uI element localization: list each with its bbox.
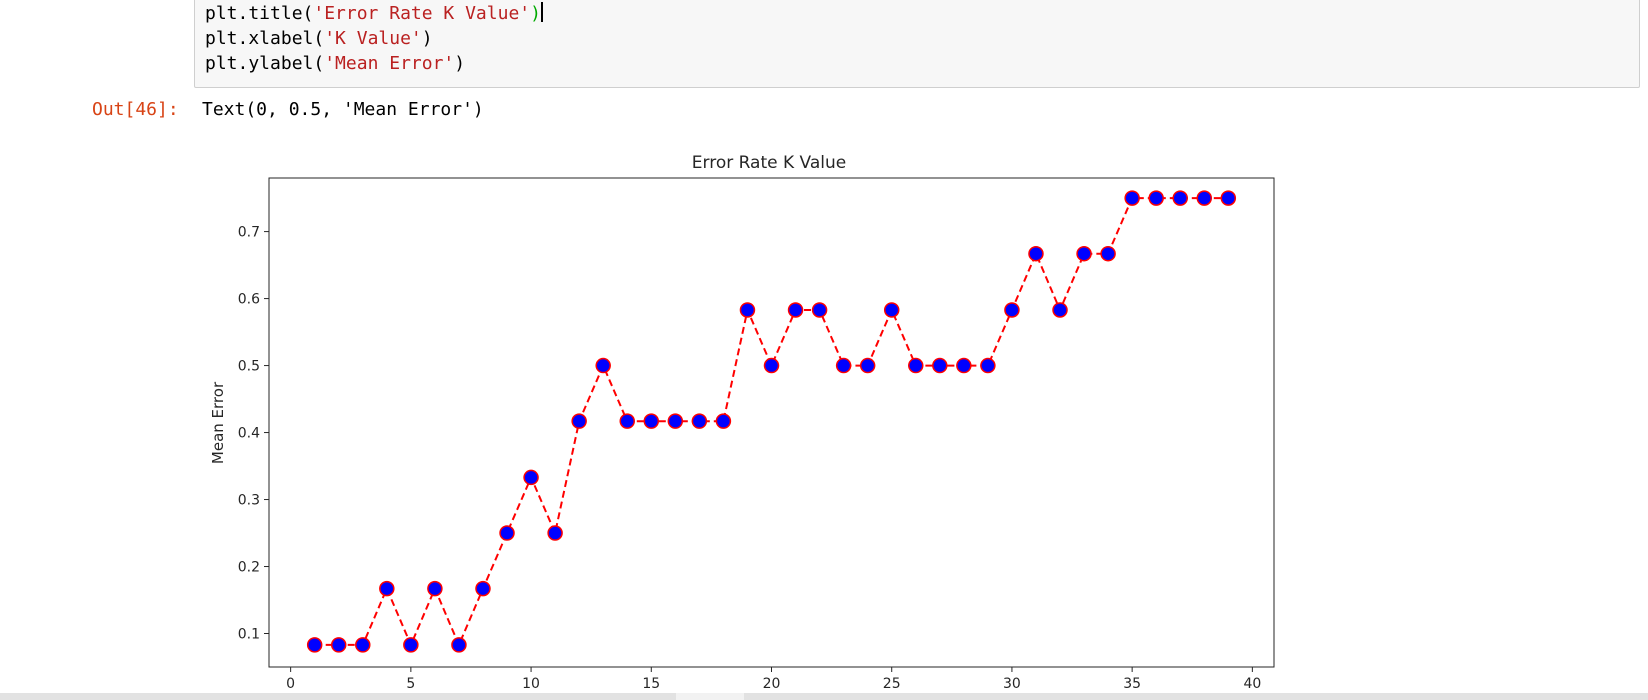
scrollbar-thumb[interactable] — [676, 693, 744, 700]
data-point — [1076, 245, 1092, 262]
data-point — [427, 580, 443, 597]
code-call: plt.xlabel( — [205, 28, 325, 49]
y-tick-label: 0.1 — [238, 627, 260, 643]
code-cell[interactable]: plt.title('Error Rate K Value') plt.xlabe… — [194, 0, 1640, 88]
data-point — [330, 637, 347, 653]
data-point — [595, 357, 611, 374]
data-point — [451, 637, 467, 653]
data-point — [859, 357, 876, 374]
data-point — [499, 525, 515, 541]
data-point — [715, 413, 732, 429]
data-point — [1052, 302, 1068, 318]
data-point — [763, 357, 780, 374]
code-line: plt.title('Error Rate K Value') — [205, 1, 543, 26]
output-text: Text(0, 0.5, 'Mean Error') — [202, 99, 484, 120]
data-point — [883, 302, 900, 318]
code-close-paren: ) — [454, 53, 466, 74]
data-point — [619, 413, 635, 429]
data-point — [403, 637, 419, 653]
data-point — [932, 357, 948, 374]
text-cursor — [540, 2, 543, 22]
data-point — [571, 413, 587, 429]
data-point — [811, 302, 828, 318]
code-line: plt.xlabel('K Value') — [205, 26, 543, 51]
y-tick-label: 0.2 — [238, 560, 260, 576]
plot-area-frame — [268, 177, 1275, 668]
data-point — [1028, 245, 1044, 262]
series-line-mean-error — [314, 197, 1229, 648]
data-point — [956, 357, 972, 374]
x-tick-label: 10 — [522, 676, 540, 690]
code-line: plt.ylabel('Mean Error') — [205, 51, 543, 76]
data-point — [1172, 190, 1188, 206]
code-close-paren: ) — [530, 3, 541, 24]
code-call: plt.ylabel( — [205, 53, 325, 74]
data-point — [908, 357, 924, 374]
code-close-paren: ) — [421, 28, 433, 49]
code-editor[interactable]: plt.title('Error Rate K Value') plt.xlabe… — [205, 1, 543, 76]
x-tick-label: 20 — [763, 676, 781, 690]
data-point — [547, 525, 563, 541]
output-prompt: Out[46]: — [92, 99, 179, 120]
data-point — [691, 413, 708, 429]
data-point — [1148, 190, 1164, 206]
y-tick-label: 0.4 — [238, 426, 260, 442]
code-string: 'Mean Error' — [324, 53, 455, 74]
x-tick-label: 35 — [1123, 676, 1141, 690]
data-point — [643, 413, 660, 429]
data-point — [739, 302, 756, 318]
horizontal-scrollbar[interactable] — [0, 693, 1648, 700]
data-point — [1220, 190, 1237, 206]
data-point — [306, 637, 323, 653]
x-tick-label: 15 — [642, 676, 660, 690]
y-tick-label: 0.7 — [238, 225, 260, 241]
data-point — [835, 357, 852, 374]
code-string: 'Error Rate K Value' — [313, 3, 531, 24]
data-point — [1004, 302, 1020, 318]
y-tick-label: 0.6 — [238, 292, 260, 308]
data-point — [1100, 245, 1116, 262]
data-point — [1124, 190, 1140, 206]
data-point — [523, 469, 539, 486]
y-tick-label: 0.5 — [238, 359, 260, 375]
y-tick-label: 0.3 — [238, 493, 260, 509]
x-tick-label: 25 — [883, 676, 901, 690]
chart-title: Error Rate K Value — [692, 153, 846, 173]
data-point — [667, 413, 684, 429]
data-point — [1196, 190, 1213, 206]
data-point — [787, 302, 804, 318]
x-tick-label: 0 — [286, 676, 295, 690]
chart-y-axis-label: Mean Error — [209, 381, 227, 464]
data-point — [475, 580, 491, 597]
code-string: 'K Value' — [324, 28, 422, 49]
x-tick-label: 30 — [1003, 676, 1021, 690]
x-tick-label: 5 — [406, 676, 415, 690]
code-call: plt.title( — [205, 3, 314, 24]
data-point — [379, 580, 395, 597]
x-tick-label: 40 — [1243, 676, 1261, 690]
data-point — [980, 357, 996, 374]
data-point — [355, 637, 371, 653]
